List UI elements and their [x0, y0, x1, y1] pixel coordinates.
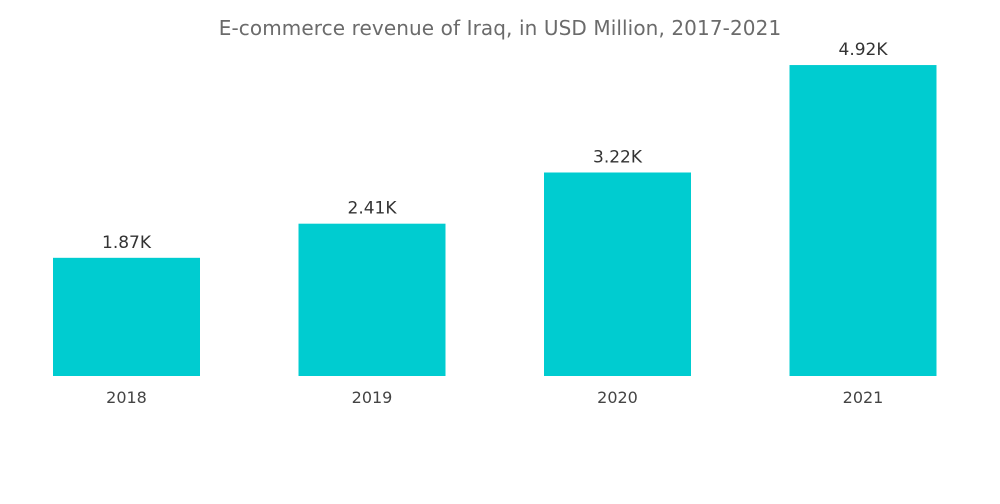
chart-title: E-commerce revenue of Iraq, in USD Milli…: [218, 16, 782, 40]
x-tick-label-2018: 2018: [106, 388, 147, 407]
x-tick-label-2019: 2019: [352, 388, 393, 407]
bar-2021: [789, 65, 937, 376]
value-label-2018: 1.87K: [102, 233, 152, 253]
bar-2020: [544, 172, 691, 376]
value-label-2020: 3.22K: [593, 147, 643, 167]
x-tick-label-2021: 2021: [843, 388, 884, 407]
value-label-2019: 2.41K: [348, 199, 398, 219]
bar-2018: [53, 257, 200, 376]
x-tick-label-2020: 2020: [597, 388, 638, 407]
x-tick-labels-group: 2018 2019 2020 2021: [106, 388, 883, 407]
bars-group: [53, 65, 937, 376]
value-label-2021: 4.92K: [839, 40, 889, 60]
bar-2019: [298, 223, 446, 376]
value-labels-group: 1.87K 2.41K 3.22K 4.92K: [102, 40, 888, 253]
